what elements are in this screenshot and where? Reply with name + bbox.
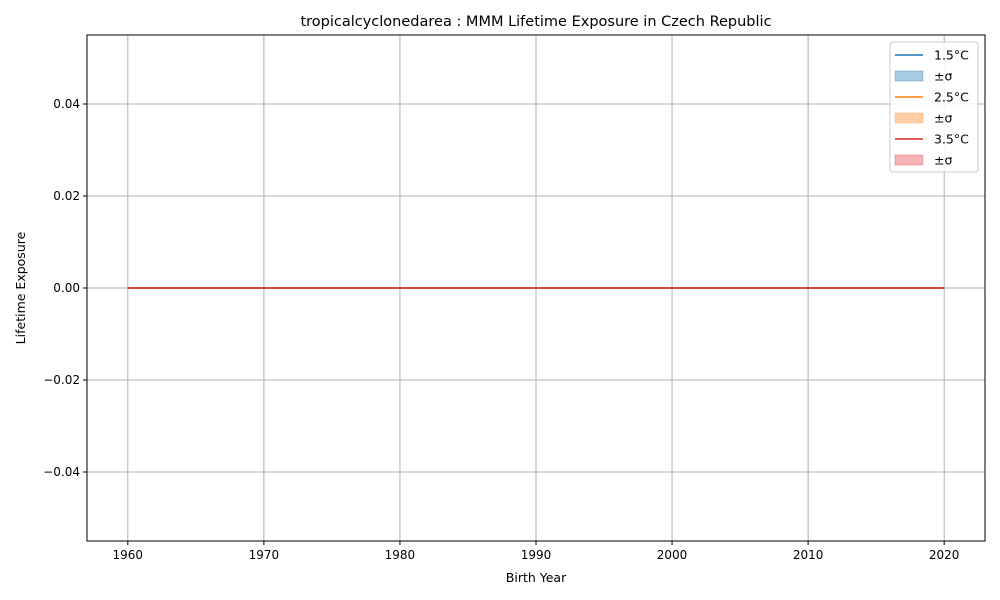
legend-label: ±σ — [934, 111, 952, 126]
x-tick-label: 1990 — [521, 548, 552, 562]
y-tick-label: −0.04 — [43, 465, 80, 479]
y-tick-label: −0.02 — [43, 373, 80, 387]
y-tick-label: 0.02 — [53, 189, 80, 203]
x-axis-ticks: 1960 1970 1980 1990 2000 2010 2020 — [113, 541, 960, 562]
y-tick-label: 0.04 — [53, 97, 80, 111]
legend-label: 2.5°C — [934, 90, 969, 105]
y-axis-ticks: 0.04 0.02 0.00 −0.02 −0.04 — [43, 97, 87, 479]
legend: 1.5°C ±σ 2.5°C ±σ 3.5°C ±σ — [889, 41, 979, 173]
legend-label: 1.5°C — [934, 48, 969, 63]
legend-label: ±σ — [934, 153, 952, 168]
x-tick-label: 2000 — [657, 548, 688, 562]
y-axis-label: Lifetime Exposure — [13, 231, 28, 344]
legend-band-swatch — [894, 154, 924, 166]
x-tick-label: 1970 — [249, 548, 280, 562]
x-tick-label: 1960 — [113, 548, 144, 562]
legend-band-swatch — [894, 70, 924, 82]
legend-label: ±σ — [934, 69, 952, 84]
legend-band-swatch — [894, 112, 924, 124]
x-tick-label: 1980 — [385, 548, 416, 562]
x-axis-label: Birth Year — [506, 570, 567, 585]
chart-title: tropicalcyclonedarea : MMM Lifetime Expo… — [300, 14, 771, 30]
x-tick-label: 2010 — [793, 548, 824, 562]
y-tick-label: 0.00 — [53, 281, 80, 295]
x-tick-label: 2020 — [929, 548, 960, 562]
legend-label: 3.5°C — [934, 132, 969, 147]
